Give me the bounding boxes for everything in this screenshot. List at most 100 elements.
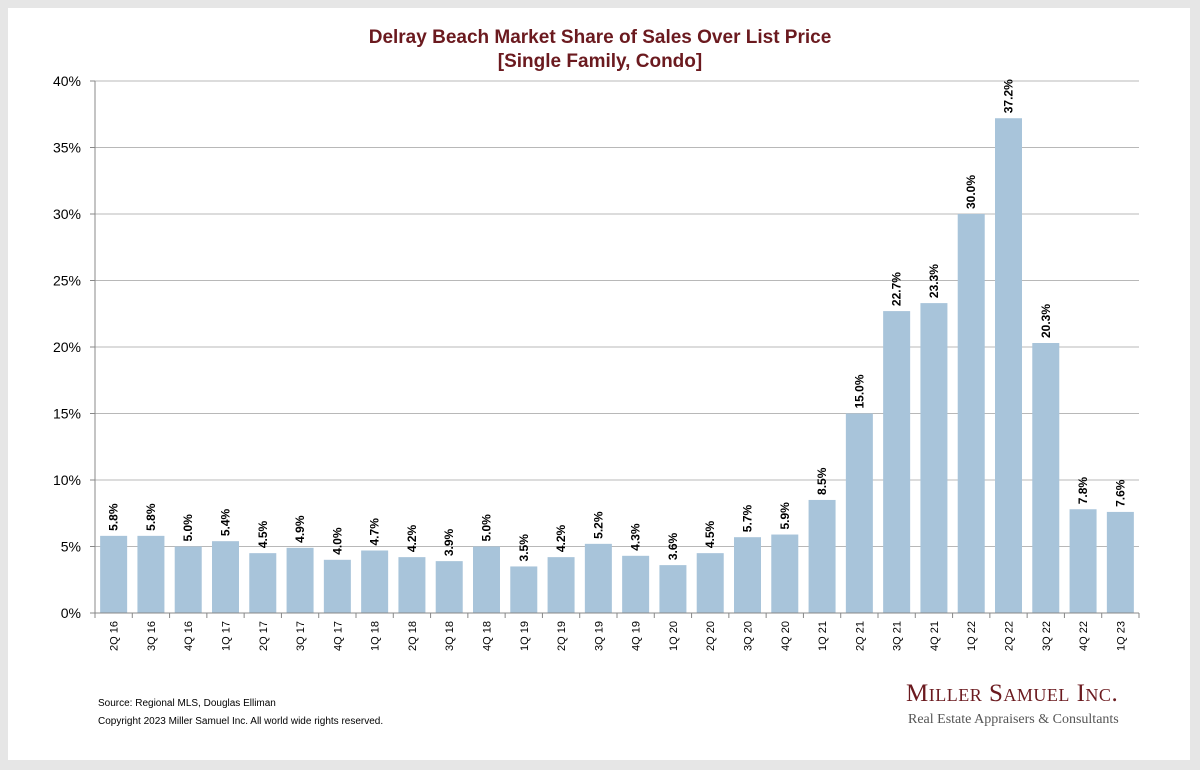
- x-tick-label: 2Q 19: [556, 621, 568, 651]
- x-tick-label: 1Q 20: [668, 621, 680, 651]
- bar: [249, 553, 277, 613]
- bar: [1032, 343, 1060, 613]
- bar: [1106, 511, 1134, 613]
- x-tick-label: 4Q 20: [780, 621, 792, 651]
- x-tick-label: 1Q 19: [519, 621, 531, 651]
- bar: [957, 214, 985, 613]
- data-label: 3.9%: [442, 528, 456, 556]
- x-tick-label: 4Q 22: [1078, 621, 1090, 651]
- bar: [845, 413, 873, 613]
- bar: [137, 535, 165, 613]
- bar: [361, 550, 389, 613]
- x-tick-label: 2Q 21: [854, 621, 866, 651]
- bar: [100, 535, 128, 613]
- data-label: 4.9%: [293, 515, 307, 543]
- x-tick-label: 1Q 18: [370, 621, 382, 651]
- x-tick-label: 1Q 22: [966, 621, 978, 651]
- bar: [771, 534, 799, 613]
- chart-title: Delray Beach Market Share of Sales Over …: [368, 27, 832, 48]
- data-label: 5.9%: [778, 502, 792, 530]
- bar: [696, 553, 724, 613]
- x-tick-label: 3Q 17: [295, 621, 307, 651]
- x-tick-label: 1Q 17: [221, 621, 233, 651]
- data-label: 4.3%: [629, 523, 643, 551]
- bar: [473, 546, 500, 613]
- chart-subtitle: [Single Family, Condo]: [497, 51, 703, 72]
- x-tick-label: 2Q 22: [1004, 621, 1016, 651]
- x-tick-label: 4Q 18: [482, 621, 494, 651]
- data-label: 20.3%: [1039, 304, 1053, 338]
- logo-tagline: Real Estate Appraisers & Consultants: [908, 712, 1119, 727]
- x-tick-label: 2Q 20: [705, 621, 717, 651]
- data-label: 5.0%: [181, 514, 195, 542]
- bar: [286, 547, 314, 613]
- x-tick-label: 1Q 23: [1115, 621, 1127, 651]
- bar: [622, 555, 650, 613]
- data-label: 4.5%: [256, 520, 270, 548]
- data-label: 23.3%: [927, 264, 941, 298]
- bar: [435, 561, 463, 613]
- data-label: 4.2%: [405, 524, 419, 552]
- data-label: 37.2%: [1002, 79, 1016, 113]
- bar: [734, 537, 761, 613]
- bar: [920, 303, 948, 613]
- y-tick-label: 5%: [61, 539, 81, 555]
- bar: [547, 557, 575, 613]
- bar: [883, 311, 911, 613]
- data-label: 5.0%: [480, 514, 494, 542]
- y-tick-label: 20%: [53, 339, 81, 355]
- x-tick-label: 3Q 21: [892, 621, 904, 651]
- x-tick-label: 4Q 21: [929, 621, 941, 651]
- data-label: 4.2%: [554, 524, 568, 552]
- bar: [659, 565, 687, 613]
- data-label: 5.7%: [741, 505, 755, 533]
- bar: [995, 118, 1022, 614]
- bar: [510, 566, 538, 613]
- x-tick-label: 3Q 20: [743, 621, 755, 651]
- x-tick-label: 3Q 18: [444, 621, 456, 651]
- y-tick-label: 0%: [61, 605, 81, 621]
- logo-wordmark: Miller Samuel Inc.: [906, 680, 1119, 707]
- data-label: 8.5%: [815, 467, 829, 495]
- data-label: 5.8%: [107, 503, 121, 531]
- x-tick-label: 2Q 16: [109, 621, 121, 651]
- data-label: 7.6%: [1113, 479, 1127, 507]
- bar: [212, 541, 239, 613]
- y-tick-label: 25%: [53, 273, 81, 289]
- x-tick-label: 2Q 18: [407, 621, 419, 651]
- data-label: 5.2%: [591, 511, 605, 539]
- x-tick-label: 3Q 22: [1041, 621, 1053, 651]
- bar: [174, 546, 202, 613]
- bar: [1069, 509, 1097, 613]
- data-label: 22.7%: [890, 272, 904, 306]
- data-label: 4.7%: [368, 518, 382, 546]
- data-label: 3.5%: [517, 534, 531, 562]
- x-tick-label: 4Q 17: [332, 621, 344, 651]
- x-tick-label: 3Q 16: [146, 621, 158, 651]
- data-label: 5.4%: [219, 508, 233, 536]
- chart-title-block: Delray Beach Market Share of Sales Over …: [0, 26, 1200, 74]
- data-label: 5.8%: [144, 503, 158, 531]
- x-tick-label: 4Q 19: [631, 621, 643, 651]
- copyright-note: Copyright 2023 Miller Samuel Inc. All wo…: [98, 716, 384, 727]
- x-tick-label: 1Q 21: [817, 621, 829, 651]
- x-tick-label: 3Q 19: [593, 621, 605, 651]
- data-label: 15.0%: [852, 374, 866, 408]
- chart-frame: [8, 8, 1190, 760]
- x-tick-label: 4Q 16: [183, 621, 195, 651]
- bar: [584, 543, 612, 613]
- y-tick-label: 15%: [53, 406, 81, 422]
- y-tick-label: 10%: [53, 472, 81, 488]
- y-tick-label: 30%: [53, 206, 81, 222]
- data-label: 4.0%: [330, 527, 344, 555]
- data-label: 7.8%: [1076, 477, 1090, 505]
- bar: [398, 557, 426, 613]
- data-label: 3.6%: [666, 532, 680, 560]
- x-tick-label: 2Q 17: [258, 621, 270, 651]
- data-label: 4.5%: [703, 520, 717, 548]
- source-note: Source: Regional MLS, Douglas Elliman: [98, 698, 276, 709]
- bar: [323, 559, 351, 613]
- data-label: 30.0%: [964, 175, 978, 209]
- bar: [808, 499, 836, 613]
